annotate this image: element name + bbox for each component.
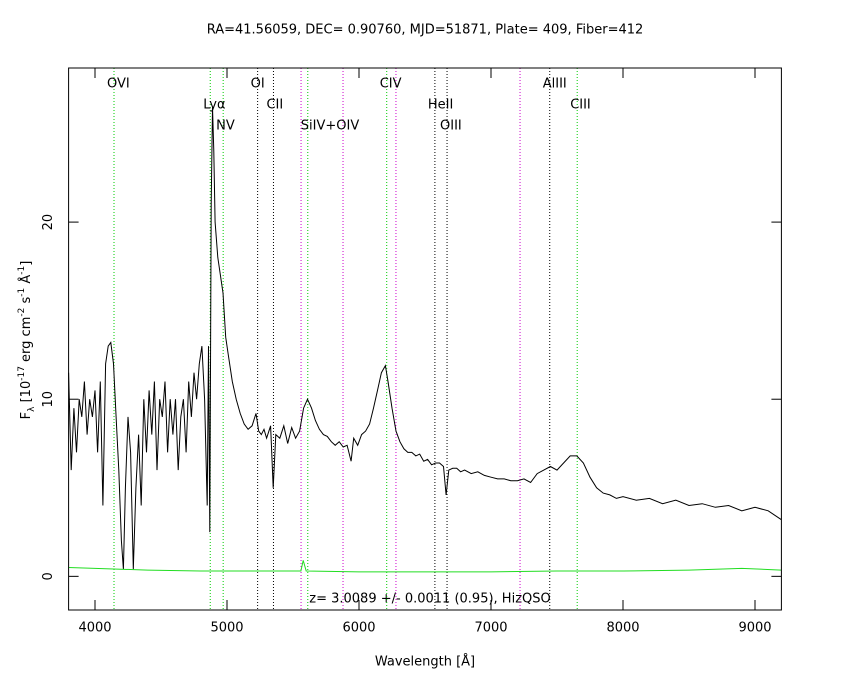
x-axis-label: Wavelength [Å] — [375, 654, 475, 670]
line-label: AlIII — [543, 77, 567, 92]
chart-title: RA=41.56059, DEC= 0.90760, MJD=51871, Pl… — [207, 23, 644, 38]
line-label: NV — [216, 119, 235, 134]
x-tick-label: 7000 — [474, 621, 507, 636]
series-line — [68, 560, 782, 573]
line-label: OIII — [440, 119, 462, 134]
y-tick-label: 0 — [41, 572, 56, 580]
x-tick-label: 6000 — [342, 621, 375, 636]
x-tick-label: 8000 — [606, 621, 639, 636]
line-label: HeII — [428, 98, 453, 113]
series-line — [68, 106, 782, 570]
line-label: Lyα — [203, 98, 225, 113]
line-label: CIV — [380, 77, 402, 92]
line-label: SiIV+OIV — [301, 119, 360, 134]
annotation: z= 3.0089 +/- 0.0011 (0.95), HizQSO — [309, 592, 550, 607]
plot-frame — [68, 67, 782, 611]
x-tick-label: 9000 — [738, 621, 771, 636]
x-tick-label: 5000 — [210, 621, 243, 636]
line-label: OI — [251, 77, 265, 92]
line-label: CII — [266, 98, 283, 113]
x-tick-label: 4000 — [78, 621, 111, 636]
line-label: OVI — [107, 77, 130, 92]
y-axis-label: Fλ [10-17 erg cm-2 s-1 Å-1] — [17, 261, 37, 420]
y-tick-label: 20 — [41, 214, 56, 231]
line-label: CIII — [570, 98, 591, 113]
y-tick-label: 10 — [41, 391, 56, 408]
